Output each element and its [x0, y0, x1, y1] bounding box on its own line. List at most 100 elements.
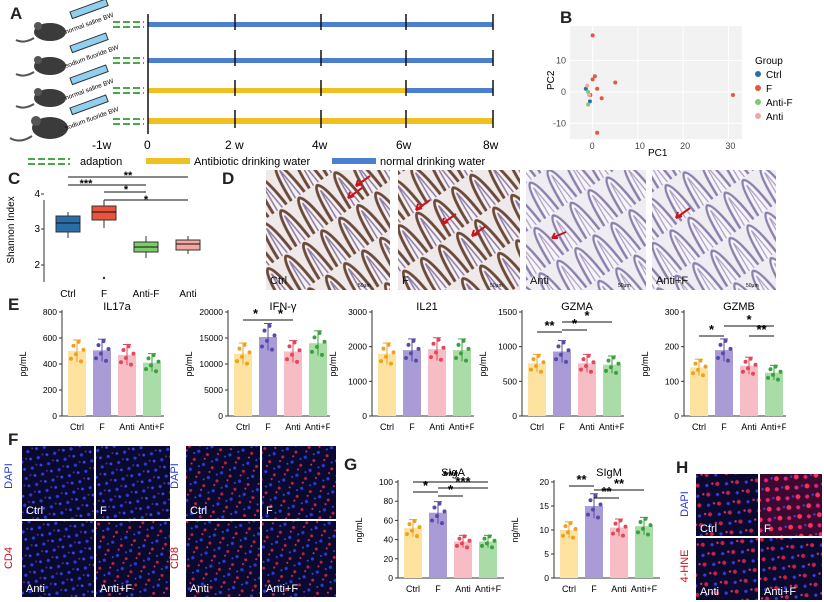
- data-point: [415, 534, 419, 539]
- pca-point-f: [590, 77, 595, 82]
- y-tick-label: 500: [503, 376, 517, 386]
- category-label: F: [409, 422, 415, 432]
- data-point: [151, 353, 156, 358]
- panel-d-histology: Ctrl 50μm F 50μm Anti 50μm Anti+F 50μm: [266, 170, 776, 290]
- data-point: [748, 356, 753, 361]
- arrow-icon: [347, 187, 363, 199]
- pca-point-f: [730, 93, 735, 98]
- data-point: [126, 344, 131, 349]
- y-tick-label: 5: [544, 549, 549, 559]
- bar-anti-f: [143, 362, 161, 416]
- category-label: F: [559, 422, 565, 432]
- category-label: Anti: [285, 422, 301, 432]
- sig-mark: **: [756, 322, 767, 337]
- data-point: [404, 356, 408, 361]
- svg-text:Anti: Anti: [26, 583, 45, 595]
- data-point: [260, 344, 264, 349]
- y-tick-label: 5000: [204, 385, 223, 395]
- data-point: [440, 521, 444, 526]
- data-point: [235, 359, 239, 364]
- pca-xtick: 10: [635, 141, 645, 151]
- y-tick-label: 10: [540, 525, 550, 535]
- data-point: [586, 353, 591, 358]
- svg-text:50μm: 50μm: [490, 283, 503, 289]
- chart-title: GZMB: [723, 301, 755, 313]
- svg-text:2: 2: [34, 260, 40, 271]
- chart-ylabel: ng/mL: [354, 517, 364, 542]
- data-point: [696, 367, 700, 372]
- y-tick-label: 2000: [348, 342, 367, 352]
- y-tick-label: 200: [665, 342, 679, 352]
- data-point: [568, 521, 573, 526]
- svg-text:Anti+F: Anti+F: [266, 583, 298, 595]
- y-tick-label: 1000: [498, 342, 517, 352]
- y-tick-label: 3000: [348, 307, 367, 317]
- time-label: 0: [144, 138, 151, 152]
- data-point: [621, 533, 625, 538]
- data-point: [566, 530, 570, 535]
- chart-il21: IL21 pg/mL 0 1000 2000 3000 Ctrl F Anti Anti+F: [328, 301, 474, 432]
- data-point: [460, 541, 464, 546]
- y-tick-label: 600: [43, 333, 57, 343]
- syringe-icon: [69, 32, 109, 54]
- time-label: 8w: [483, 138, 499, 152]
- bar-anti: [740, 365, 758, 416]
- category-label: Ctrl: [60, 289, 76, 300]
- arrow-icon: [675, 207, 691, 219]
- pca-xlabel: PC1: [648, 148, 668, 159]
- data-point: [698, 358, 703, 363]
- timeline-ticks: [147, 14, 494, 134]
- dapi-label: DAPI: [3, 463, 15, 489]
- svg-text:adaption: adaption: [80, 156, 122, 168]
- pca-ytick: 10: [556, 56, 566, 66]
- image-label: Ctrl: [270, 275, 287, 287]
- data-point: [287, 344, 292, 349]
- panel-f-immunofluorescence: DAPI CD4 Ctrl F Anti Anti+F DAPI CD8 Ctr…: [3, 446, 336, 597]
- panel-letter-a: A: [10, 4, 23, 23]
- data-point: [322, 339, 327, 344]
- adaption-segments: [113, 21, 144, 125]
- panel-c-boxplot: Shannon Index 2 3 4 ** *** * * Ctrl F An…: [6, 170, 201, 300]
- category-label: Anti: [579, 422, 595, 432]
- data-point: [573, 527, 578, 532]
- data-point: [454, 356, 458, 361]
- data-point: [766, 375, 770, 380]
- histology-anti: Anti 50μm: [526, 170, 646, 290]
- data-point: [379, 359, 383, 364]
- chart-ylabel: pg/mL: [184, 351, 194, 376]
- svg-text:Anti+F: Anti+F: [100, 583, 132, 595]
- bar-ctrl: [690, 367, 708, 416]
- data-point: [773, 364, 778, 369]
- data-point: [726, 358, 730, 363]
- chart-title: SIgM: [596, 467, 622, 479]
- panel-e-charts: IL17a pg/mL 0 200 400 600 800 Ctrl F Anti Anti+F I…: [0, 298, 824, 446]
- category-label: Anti+F: [475, 584, 502, 594]
- category-label: Ctrl: [562, 584, 576, 594]
- data-point: [456, 342, 461, 347]
- data-point: [409, 351, 413, 356]
- bar-f: [93, 350, 111, 416]
- time-label: 6w: [396, 138, 412, 152]
- data-point: [728, 346, 733, 351]
- arrow-icon: [551, 231, 567, 239]
- data-point: [586, 512, 590, 517]
- sig-mark: *: [124, 184, 129, 196]
- data-point: [646, 532, 650, 537]
- data-point: [776, 377, 780, 382]
- data-point: [618, 518, 623, 523]
- bar-ctrl: [528, 363, 546, 416]
- bar-anti: [284, 351, 302, 416]
- bar-f: [585, 506, 603, 578]
- category-label: F: [101, 289, 107, 300]
- pca-point-f: [592, 74, 597, 79]
- sig-lines: [68, 176, 188, 201]
- panel-letter-e: E: [8, 295, 20, 314]
- sig-mark: ***: [80, 178, 94, 190]
- svg-text:Ctrl: Ctrl: [190, 505, 207, 517]
- sig-mark: *: [746, 312, 752, 327]
- data-point: [99, 351, 103, 356]
- data-point: [295, 359, 299, 364]
- data-point: [315, 344, 319, 349]
